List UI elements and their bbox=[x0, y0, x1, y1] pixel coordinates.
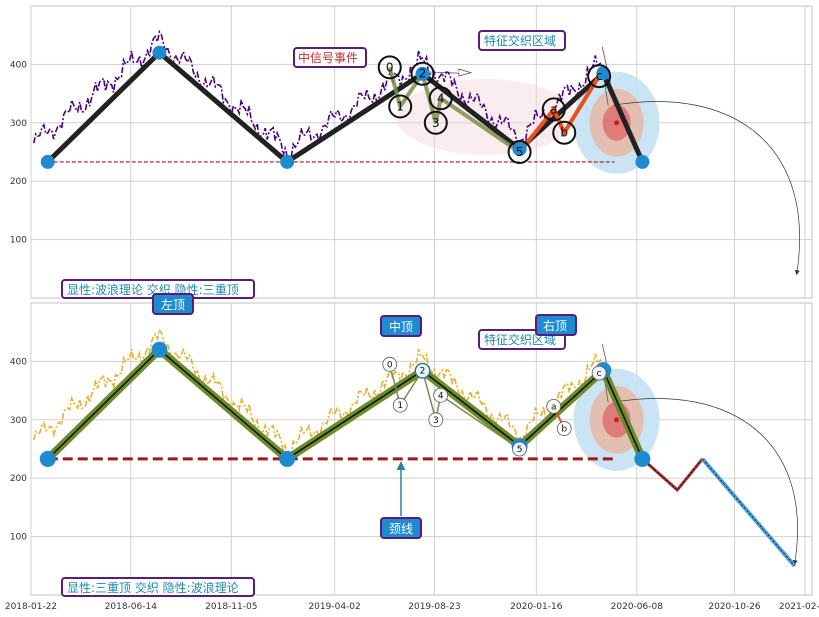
wave-label-c: c bbox=[597, 369, 602, 379]
wave-label-0: 0 bbox=[387, 360, 393, 370]
projection-leg-dash bbox=[642, 458, 703, 491]
wave-label-circle bbox=[433, 387, 449, 403]
wave-label-4: 4 bbox=[437, 91, 445, 105]
x-axis-ticks: 2018-01-22 2018-06-14 2018-11-05 2019-04-02… bbox=[5, 602, 819, 612]
bottom-wave-labels: 0 1 2 3 4 5 a b c bbox=[382, 356, 607, 457]
wave-label-0: 0 bbox=[386, 60, 394, 74]
pivot-dot bbox=[279, 450, 296, 467]
y-tick-label: 400 bbox=[10, 60, 27, 70]
x-tick-label: 2020-06-08 bbox=[611, 602, 664, 612]
heat-center-dot bbox=[614, 120, 620, 126]
wave-label-circle bbox=[556, 421, 572, 436]
bottom-caption: 显性:三重顶 交织 隐性:波浪理论 bbox=[67, 580, 239, 595]
y-tick-label: 200 bbox=[10, 177, 27, 187]
wave-label-circle bbox=[546, 398, 562, 414]
wave-label-2: 2 bbox=[419, 67, 427, 81]
x-tick-label: 2018-06-14 bbox=[105, 602, 158, 612]
wave-label-circle bbox=[541, 97, 566, 122]
wave-label-circle bbox=[415, 363, 430, 379]
wave-label-1: 1 bbox=[397, 401, 403, 411]
wave-label-a: a bbox=[551, 402, 557, 412]
mid-top-box: 中顶 bbox=[380, 315, 422, 337]
top-wave-labels: 0 1 2 3 4 5 ab c bbox=[377, 55, 612, 164]
final-leg-dash bbox=[702, 458, 795, 567]
neck-label: 颈线 bbox=[389, 522, 413, 536]
top-panel bbox=[30, 5, 813, 299]
pivot-dot bbox=[40, 154, 55, 169]
wave-label-circle bbox=[392, 397, 408, 413]
left-top-label: 左顶 bbox=[161, 297, 185, 312]
x-tick-label: 2018-11-05 bbox=[205, 602, 257, 612]
heat-center-dot bbox=[614, 417, 620, 423]
top-pivot-dots bbox=[40, 45, 650, 169]
mid-top-label: 中顶 bbox=[389, 319, 413, 334]
signal-event-label: 中信号事件 bbox=[298, 50, 358, 65]
pivot-dot bbox=[415, 66, 430, 81]
wave-label-circle bbox=[587, 64, 612, 89]
wave-label-b: b bbox=[560, 126, 568, 140]
wave-label-c: c bbox=[596, 69, 603, 83]
pivot-dot bbox=[151, 341, 168, 358]
pivot-dot bbox=[152, 45, 167, 60]
wave-label-b: b bbox=[561, 425, 567, 435]
top-region-label: 特征交织区域 bbox=[484, 33, 556, 48]
wave-label-circle bbox=[591, 365, 607, 381]
right-top-box: 右顶 bbox=[535, 314, 577, 336]
y-tick-label: 100 bbox=[10, 533, 27, 543]
wave-label-2: 2 bbox=[420, 367, 426, 377]
y-tick-label: 300 bbox=[10, 119, 27, 129]
wave-label-circle bbox=[552, 120, 577, 145]
top-grid bbox=[30, 6, 812, 298]
top-price-series bbox=[33, 29, 602, 161]
bottom-caption-box: 显性:三重顶 交织 隐性:波浪理论 bbox=[61, 577, 255, 597]
projection-arrow bbox=[613, 398, 798, 566]
right-top-label: 右顶 bbox=[543, 318, 567, 333]
wave-label-circle bbox=[382, 356, 398, 372]
projection-arrow bbox=[613, 101, 800, 276]
wave-label-3: 3 bbox=[433, 416, 439, 426]
pivot-dot bbox=[635, 154, 650, 169]
x-tick-label: 2019-04-02 bbox=[308, 602, 360, 612]
y-tick-label: 400 bbox=[10, 357, 27, 367]
wave-label-circle bbox=[507, 140, 532, 164]
y-tick-label: 200 bbox=[10, 474, 27, 484]
wave-label-1: 1 bbox=[396, 99, 404, 113]
wave-label-circle bbox=[428, 412, 444, 428]
pivot-dot bbox=[280, 154, 295, 169]
wave-label-circle bbox=[410, 61, 435, 86]
wave-label-circle bbox=[423, 110, 448, 135]
wave-label-circle bbox=[512, 441, 527, 457]
signal-arrow bbox=[428, 68, 473, 77]
pivot-dot bbox=[39, 450, 56, 467]
abc-correction-wave bbox=[518, 75, 601, 154]
y-tick-label: 100 bbox=[10, 236, 27, 246]
price-line bbox=[33, 29, 602, 161]
x-tick-label: 2020-01-16 bbox=[510, 602, 563, 612]
x-tick-label: 2019-08-23 bbox=[408, 602, 460, 612]
wave-label-4: 4 bbox=[438, 391, 444, 401]
y-tick-label: 300 bbox=[10, 416, 27, 426]
top-caption-box: 显性:波浪理论 交织 隐性:三重顶 bbox=[61, 279, 255, 299]
signal-event-box: 中信号事件 bbox=[293, 47, 367, 68]
bottom-y-ticks: 100 200 300 400 bbox=[10, 357, 27, 542]
x-tick-label: 2020-10-26 bbox=[708, 602, 761, 612]
wave-label-3: 3 bbox=[432, 116, 440, 130]
top-y-ticks: 100 200 300 400 bbox=[10, 60, 27, 245]
neck-box: 颈线 bbox=[380, 461, 422, 539]
x-tick-label: 2018-01-22 bbox=[5, 602, 57, 612]
wave-label-circle bbox=[428, 86, 453, 111]
wave-label-5: 5 bbox=[516, 145, 524, 159]
pivot-dot bbox=[512, 142, 527, 157]
wave-label-a: a bbox=[550, 102, 557, 116]
wave-label-circle bbox=[388, 94, 413, 119]
wave-label-circle bbox=[377, 55, 402, 80]
top-caption: 显性:波浪理论 交织 隐性:三重顶 bbox=[67, 282, 239, 297]
pivot-dot bbox=[634, 450, 651, 467]
x-tick-label: 2021-02-04 bbox=[779, 602, 819, 612]
left-top-box: 左顶 bbox=[152, 293, 194, 315]
wave-label-5: 5 bbox=[517, 445, 523, 455]
bottom-panel bbox=[30, 302, 813, 596]
top-region-box: 特征交织区域 bbox=[478, 30, 566, 51]
